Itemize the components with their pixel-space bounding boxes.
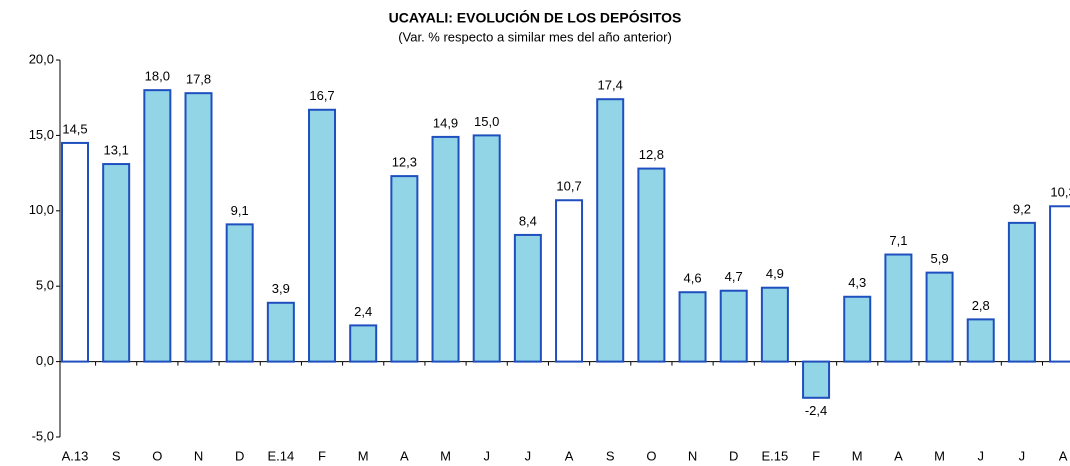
value-label: 5,9 (931, 251, 949, 266)
value-label: 12,8 (639, 147, 664, 162)
x-tick-label: M (440, 448, 451, 463)
x-tick-label: J (977, 448, 984, 463)
bar (966, 318, 995, 363)
x-tick-label: J (1019, 448, 1026, 463)
value-label: 8,4 (519, 213, 537, 228)
bar (225, 223, 254, 363)
bar (884, 253, 913, 363)
y-tick-label: 10,0 (29, 202, 54, 217)
x-tick-label: D (729, 448, 738, 463)
bar (349, 324, 378, 363)
bar (1007, 221, 1036, 363)
x-tick-label: A (894, 448, 903, 463)
bar (555, 199, 584, 363)
value-label: 16,7 (309, 88, 334, 103)
bar (472, 134, 501, 363)
x-tick-label: D (235, 448, 244, 463)
value-label: 2,4 (354, 304, 372, 319)
x-tick-label: M (358, 448, 369, 463)
x-tick-label: A (1059, 448, 1068, 463)
value-label: 17,4 (598, 78, 623, 93)
x-tick-label: F (318, 448, 326, 463)
x-tick-label: F (812, 448, 820, 463)
x-tick-label: M (934, 448, 945, 463)
x-tick-label: M (852, 448, 863, 463)
bar (760, 286, 789, 363)
x-tick-label: J (483, 448, 490, 463)
value-label: -2,4 (805, 403, 827, 418)
bar (678, 291, 707, 363)
value-label: 18,0 (145, 69, 170, 84)
x-tick-label: A (400, 448, 409, 463)
value-label: 4,9 (766, 266, 784, 281)
x-tick-label: J (525, 448, 532, 463)
bar (802, 360, 831, 399)
x-tick-label: N (688, 448, 697, 463)
value-label: 9,2 (1013, 201, 1031, 216)
value-label: 4,7 (725, 269, 743, 284)
bar (596, 98, 625, 363)
bar (184, 92, 213, 363)
x-tick-label: S (112, 448, 121, 463)
y-tick-label: 0,0 (36, 353, 54, 368)
x-tick-label: O (646, 448, 656, 463)
value-label: 3,9 (272, 281, 290, 296)
value-label: 10,7 (556, 179, 581, 194)
bar (925, 271, 954, 363)
bar (308, 108, 337, 363)
x-tick-label: S (606, 448, 615, 463)
chart-subtitle: (Var. % respecto a similar mes del año a… (398, 29, 672, 44)
bar (637, 167, 666, 363)
value-label: 12,3 (392, 155, 417, 170)
y-tick-label: 20,0 (29, 51, 54, 66)
bar (843, 295, 872, 363)
bar (513, 233, 542, 363)
value-label: 2,8 (972, 298, 990, 313)
bar (431, 135, 460, 363)
value-label: 15,0 (474, 114, 499, 129)
bar (102, 163, 131, 363)
value-label: 14,9 (433, 115, 458, 130)
y-tick-label: 15,0 (29, 127, 54, 142)
bar (390, 175, 419, 363)
bar (266, 301, 295, 363)
y-tick-label: -5,0 (32, 428, 54, 443)
value-label: 7,1 (889, 233, 907, 248)
value-label: 10,3 (1050, 185, 1070, 200)
chart-title: UCAYALI: EVOLUCIÓN DE LOS DEPÓSITOS (389, 9, 682, 26)
value-label: 9,1 (231, 203, 249, 218)
value-label: 14,5 (62, 121, 87, 136)
x-tick-label: A (565, 448, 574, 463)
x-tick-label: A.13 (62, 448, 89, 463)
value-label: 4,3 (848, 275, 866, 290)
x-tick-label: O (152, 448, 162, 463)
bar (1049, 205, 1070, 363)
y-tick-label: 5,0 (36, 278, 54, 293)
bar (143, 89, 172, 363)
value-label: 4,6 (684, 271, 702, 286)
value-label: 13,1 (104, 142, 129, 157)
value-label: 17,8 (186, 72, 211, 87)
x-tick-label: E.14 (267, 448, 294, 463)
bar (719, 289, 748, 363)
x-tick-label: N (194, 448, 203, 463)
bar (61, 141, 89, 363)
x-tick-label: E.15 (762, 448, 789, 463)
